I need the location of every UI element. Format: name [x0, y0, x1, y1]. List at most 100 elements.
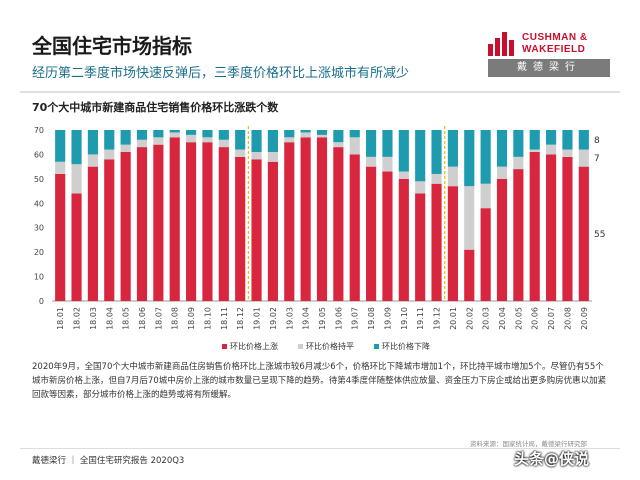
x-tick-label: 18.06	[138, 307, 147, 330]
legend-swatch	[374, 344, 379, 349]
logo-text-cn: 戴德梁行	[488, 59, 610, 77]
bar-flat	[267, 151, 278, 162]
bar-flat	[578, 149, 589, 167]
y-tick-label: 50	[34, 175, 44, 184]
bar-down	[415, 130, 426, 182]
bar-flat	[366, 156, 377, 167]
bar-up	[55, 173, 66, 301]
page-subtitle: 经历第二季度市场快速反弹后，三季度价格环比上涨城市有所减少	[32, 66, 410, 81]
y-tick-label: 40	[34, 199, 44, 208]
bar-up	[447, 186, 458, 301]
bar-up	[578, 166, 589, 301]
x-tick-label: 19.06	[334, 307, 343, 330]
header-divider	[20, 91, 620, 93]
bar-flat	[300, 132, 311, 138]
end-value-label: 55	[594, 230, 605, 240]
x-tick-label: 20.07	[547, 307, 556, 330]
legend-swatch	[298, 344, 303, 349]
stacked-bar-chart: 0 10 20 30 40 50 60 70 18.01 18.02 18.03 18.04 18.05…	[34, 126, 605, 351]
y-tick-label: 0	[39, 297, 44, 306]
x-tick-label: 19.02	[269, 307, 278, 330]
bar-down	[300, 130, 311, 133]
bar-up	[120, 151, 131, 301]
bar-flat	[169, 132, 180, 138]
watermark: 头条@侠说	[514, 450, 590, 468]
bar-up	[480, 208, 491, 301]
logo-text-line1: CUSHMAN &	[522, 32, 588, 43]
x-tick-label: 18.11	[220, 307, 229, 330]
bar-up	[431, 183, 442, 301]
x-tick-label: 20.04	[498, 307, 507, 330]
x-tick-label: 18.12	[236, 307, 245, 330]
y-tick-label: 20	[34, 248, 44, 257]
x-tick-label: 19.09	[383, 307, 392, 330]
bar-up	[529, 151, 540, 301]
bar-flat	[316, 134, 328, 138]
bar-up	[513, 169, 524, 301]
bar-down	[447, 130, 458, 167]
x-tick-label: 19.01	[253, 307, 262, 330]
bar-flat	[415, 181, 426, 194]
bar-up	[104, 159, 115, 301]
bar-up	[415, 193, 426, 301]
x-tick-label: 20.02	[465, 307, 474, 330]
bar-flat	[496, 166, 508, 179]
bar-down	[202, 130, 213, 138]
x-tick-label: 20.01	[449, 307, 458, 330]
analysis-paragraph: 2020年9月，全国70个大中城市新建商品住房销售价格环比上涨城市较6月减少6个…	[32, 362, 607, 400]
chart-title: 70个大中城市新建商品住宅销售价格环比涨跌个数	[32, 101, 279, 114]
bar-up	[496, 178, 508, 301]
bar-down	[186, 130, 197, 135]
bar-down	[349, 130, 360, 138]
logo-mark-icon	[488, 32, 514, 56]
bar-flat	[202, 137, 213, 143]
y-tick-label: 70	[34, 126, 44, 135]
x-tick-label: 19.11	[416, 307, 425, 330]
bar-down	[431, 130, 442, 174]
bar-up	[235, 156, 246, 301]
legend-swatch	[222, 344, 227, 349]
bar-flat	[529, 149, 540, 152]
bar-up	[169, 137, 180, 301]
bar-up	[218, 147, 229, 301]
bar-flat	[431, 173, 442, 184]
bar-up	[251, 159, 262, 301]
bar-up	[202, 142, 213, 301]
bar-down	[284, 130, 295, 138]
x-tick-label: 18.01	[56, 307, 65, 330]
bar-up	[366, 166, 377, 301]
bar-up	[316, 137, 328, 301]
x-tick-label: 19.12	[433, 307, 442, 330]
bar-flat	[546, 144, 557, 155]
bar-up	[267, 161, 278, 301]
bar-up	[464, 249, 475, 301]
footer-divider	[20, 448, 620, 449]
bar-down	[316, 130, 328, 135]
bar-down	[546, 130, 557, 145]
bar-down	[136, 130, 148, 140]
bar-flat	[447, 166, 458, 187]
bar-flat	[464, 186, 475, 250]
x-tick-label: 19.07	[351, 307, 360, 330]
bar-down	[87, 130, 98, 155]
bar-down	[153, 130, 164, 138]
x-tick-label: 19.05	[318, 307, 327, 330]
bar-flat	[235, 149, 246, 157]
x-tick-label: 18.03	[89, 307, 98, 330]
bar-up	[136, 147, 148, 301]
bar-up	[382, 171, 393, 301]
x-tick-label: 20.06	[531, 307, 540, 330]
bar-up	[333, 147, 344, 301]
x-tick-label: 18.05	[122, 307, 131, 330]
x-tick-label: 19.08	[367, 307, 376, 330]
bar-up	[186, 142, 197, 301]
bar-flat	[513, 156, 524, 170]
y-tick-label: 10	[34, 273, 44, 282]
bar-flat	[562, 149, 573, 157]
legend-label: 环比价格下降	[382, 341, 430, 351]
company-logo: CUSHMAN & WAKEFIELD 戴德梁行	[488, 30, 610, 80]
x-tick-label: 20.03	[482, 307, 491, 330]
x-tick-label: 18.08	[171, 307, 180, 330]
bar-flat	[284, 137, 295, 143]
bar-flat	[71, 164, 82, 194]
